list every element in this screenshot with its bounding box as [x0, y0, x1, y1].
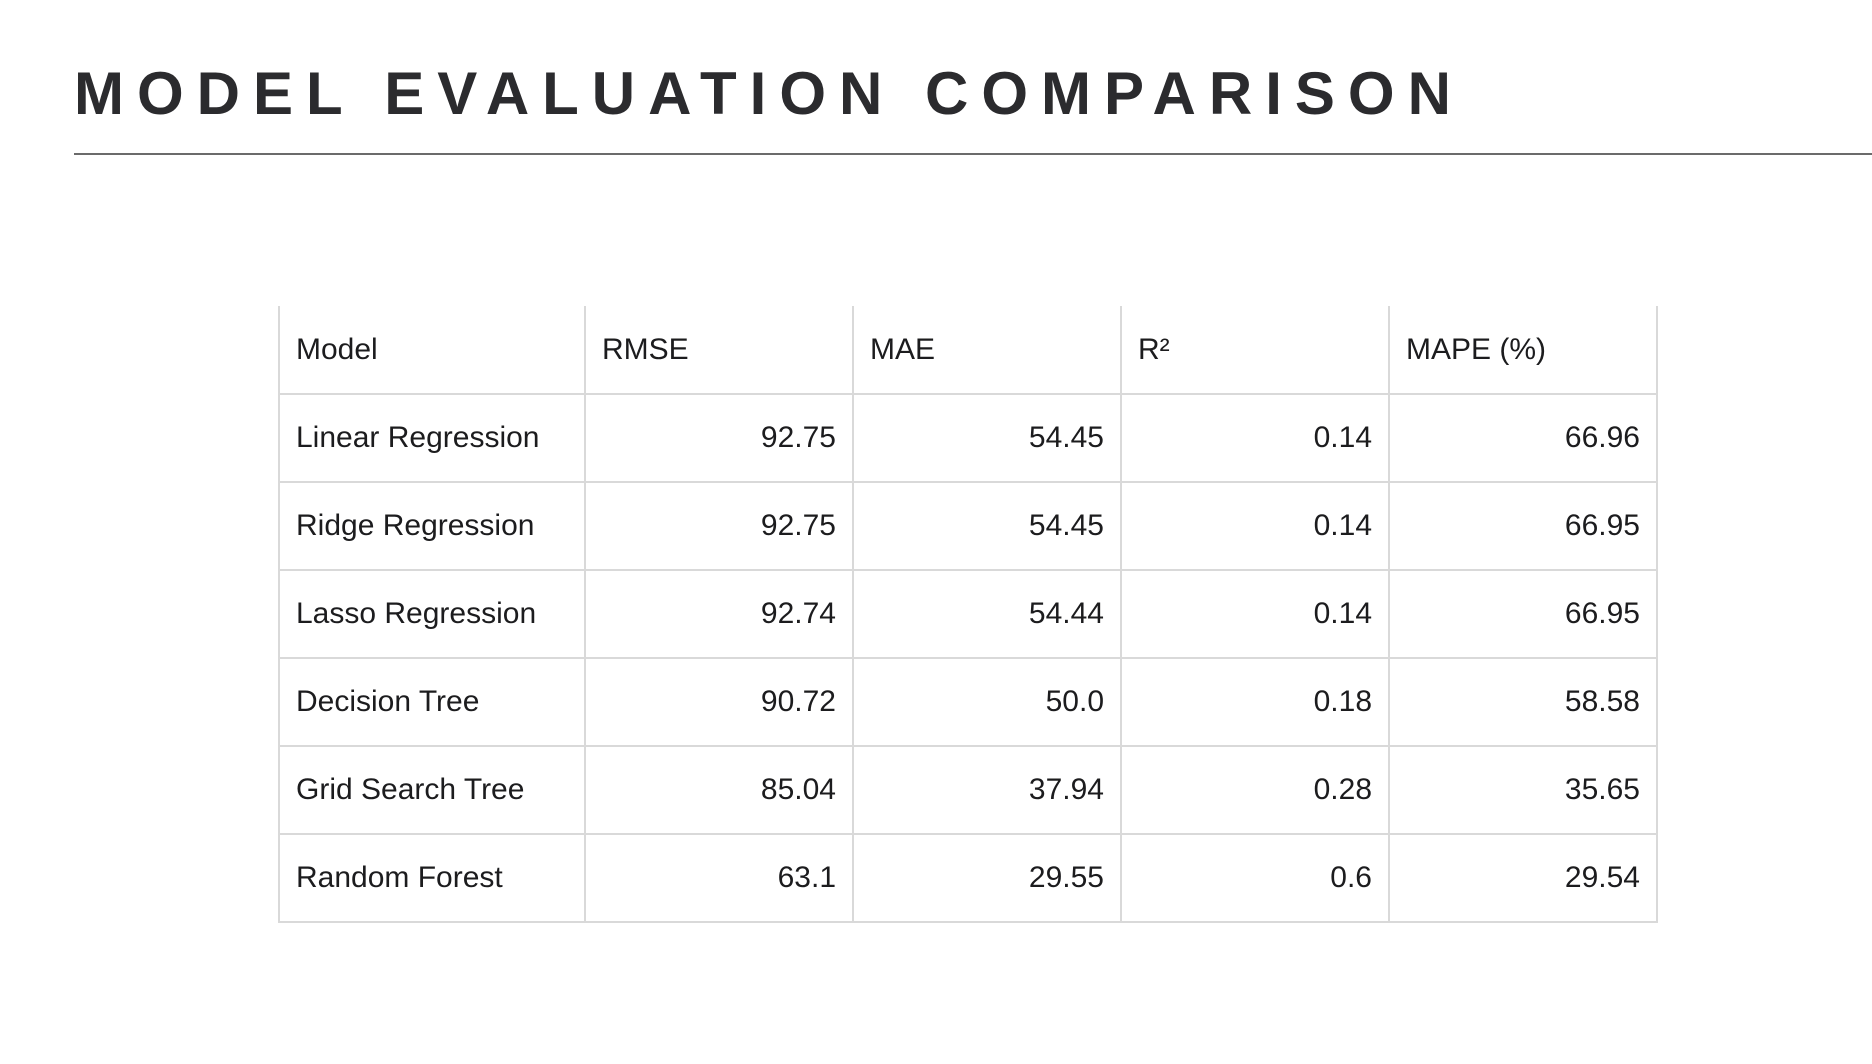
cell-mape: 35.65 — [1388, 746, 1658, 835]
cell-mae: 50.0 — [852, 658, 1121, 747]
cell-mape: 58.58 — [1388, 658, 1658, 747]
cell-model: Grid Search Tree — [278, 746, 585, 835]
table-header-row: Model RMSE MAE R² MAPE (%) — [278, 306, 1658, 395]
cell-r2: 0.14 — [1120, 482, 1389, 571]
column-header-r2: R² — [1120, 306, 1389, 395]
cell-r2: 0.14 — [1120, 570, 1389, 659]
cell-rmse: 63.1 — [584, 834, 853, 923]
cell-model: Linear Regression — [278, 394, 585, 483]
cell-model: Decision Tree — [278, 658, 585, 747]
cell-model: Random Forest — [278, 834, 585, 923]
title-divider — [74, 153, 1872, 155]
cell-rmse: 85.04 — [584, 746, 853, 835]
cell-mae: 54.45 — [852, 482, 1121, 571]
cell-mae: 54.45 — [852, 394, 1121, 483]
table-row: Decision Tree 90.72 50.0 0.18 58.58 — [278, 658, 1658, 747]
cell-mae: 54.44 — [852, 570, 1121, 659]
cell-r2: 0.18 — [1120, 658, 1389, 747]
cell-rmse: 92.75 — [584, 482, 853, 571]
cell-rmse: 90.72 — [584, 658, 853, 747]
column-header-model: Model — [278, 306, 585, 395]
cell-rmse: 92.74 — [584, 570, 853, 659]
column-header-mae: MAE — [852, 306, 1121, 395]
table-row: Ridge Regression 92.75 54.45 0.14 66.95 — [278, 482, 1658, 571]
page-title: MODEL EVALUATION COMPARISON — [74, 60, 1464, 127]
cell-mae: 37.94 — [852, 746, 1121, 835]
column-header-rmse: RMSE — [584, 306, 853, 395]
table-row: Random Forest 63.1 29.55 0.6 29.54 — [278, 834, 1658, 923]
table-row: Linear Regression 92.75 54.45 0.14 66.96 — [278, 394, 1658, 483]
column-header-mape: MAPE (%) — [1388, 306, 1658, 395]
cell-mape: 29.54 — [1388, 834, 1658, 923]
table-row: Lasso Regression 92.74 54.44 0.14 66.95 — [278, 570, 1658, 659]
cell-model: Lasso Regression — [278, 570, 585, 659]
evaluation-table-container: Model RMSE MAE R² MAPE (%) Linear Regres… — [278, 306, 1658, 923]
cell-mape: 66.95 — [1388, 570, 1658, 659]
cell-r2: 0.6 — [1120, 834, 1389, 923]
cell-r2: 0.14 — [1120, 394, 1389, 483]
cell-mae: 29.55 — [852, 834, 1121, 923]
cell-model: Ridge Regression — [278, 482, 585, 571]
cell-rmse: 92.75 — [584, 394, 853, 483]
cell-mape: 66.96 — [1388, 394, 1658, 483]
cell-mape: 66.95 — [1388, 482, 1658, 571]
cell-r2: 0.28 — [1120, 746, 1389, 835]
evaluation-table: Model RMSE MAE R² MAPE (%) Linear Regres… — [278, 306, 1658, 923]
table-row: Grid Search Tree 85.04 37.94 0.28 35.65 — [278, 746, 1658, 835]
